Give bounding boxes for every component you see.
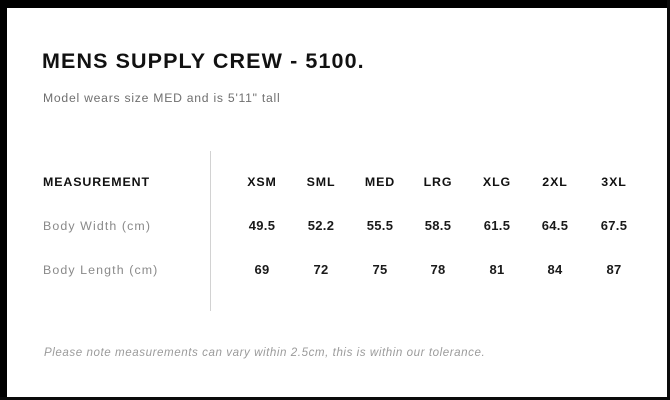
header-size-3xl: 3XL (601, 175, 627, 189)
cell-body-length-2xl: 84 (547, 262, 563, 277)
table-header-row: MEASUREMENT XSM SML MED LRG XLG 2XL 3XL (7, 172, 667, 192)
cell-body-width-xsm: 49.5 (248, 218, 276, 233)
cell-body-width-2xl: 64.5 (541, 218, 569, 233)
cell-body-length-lrg: 78 (430, 262, 446, 277)
frame-border-top (0, 0, 670, 8)
header-measurement-label: MEASUREMENT (43, 175, 150, 189)
cell-body-length-sml: 72 (313, 262, 329, 277)
header-size-xsm: XSM (247, 175, 277, 189)
cell-body-width-lrg: 58.5 (424, 218, 452, 233)
cell-body-width-med: 55.5 (366, 218, 394, 233)
size-chart-table: MEASUREMENT XSM SML MED LRG XLG 2XL 3XL … (7, 8, 667, 397)
page-title: MENS SUPPLY CREW - 5100. (42, 49, 365, 73)
cell-body-length-xsm: 69 (254, 262, 270, 277)
table-row: Body Width (cm) 49.5 52.2 55.5 58.5 61.5… (7, 216, 667, 236)
tolerance-note: Please note measurements can vary within… (44, 346, 486, 359)
column-divider (210, 151, 211, 311)
frame-border-bottom (0, 397, 670, 400)
row-label-body-length: Body Length (cm) (43, 263, 159, 277)
header-size-sml: SML (306, 175, 336, 189)
cell-body-width-3xl: 67.5 (600, 218, 628, 233)
cell-body-width-sml: 52.2 (307, 218, 335, 233)
content-area: MENS SUPPLY CREW - 5100. Model wears siz… (7, 8, 667, 397)
cell-body-length-xlg: 81 (489, 262, 505, 277)
frame-border-left (0, 0, 7, 400)
header-size-lrg: LRG (423, 175, 453, 189)
page-subtitle: Model wears size MED and is 5'11" tall (43, 91, 281, 105)
row-label-body-width: Body Width (cm) (43, 219, 152, 233)
cell-body-length-3xl: 87 (606, 262, 622, 277)
header-size-2xl: 2XL (542, 175, 568, 189)
frame-border-right (667, 0, 670, 400)
header-size-med: MED (364, 175, 396, 189)
table-row: Body Length (cm) 69 72 75 78 81 84 87 (7, 260, 667, 280)
cell-body-length-med: 75 (372, 262, 388, 277)
header-size-xlg: XLG (482, 175, 512, 189)
cell-body-width-xlg: 61.5 (483, 218, 511, 233)
